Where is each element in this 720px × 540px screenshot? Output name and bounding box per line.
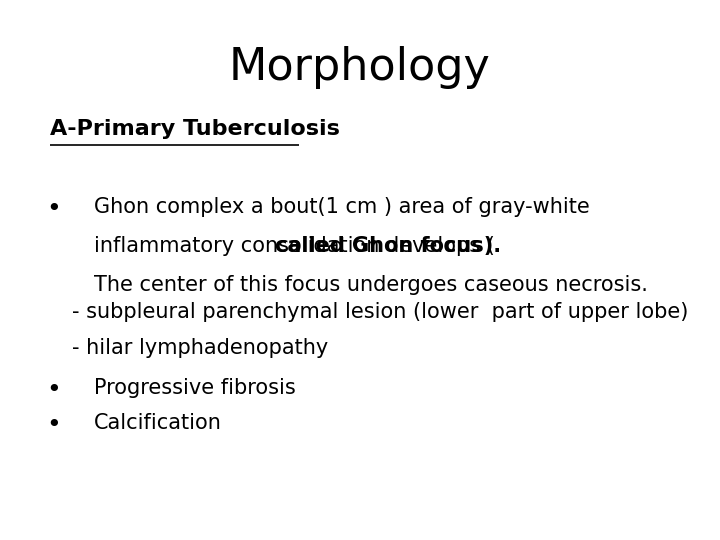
Text: - hilar lymphadenopathy: - hilar lymphadenopathy [72,338,328,357]
Text: - subpleural parenchymal lesion (lower  part of upper lobe): - subpleural parenchymal lesion (lower p… [72,302,688,322]
Text: :: : [299,119,313,139]
Text: •: • [47,197,61,221]
Text: Calcification: Calcification [94,413,222,433]
Text: Progressive fibrosis: Progressive fibrosis [94,378,295,398]
Text: Ghon complex a bout(1 cm ) area of gray-white: Ghon complex a bout(1 cm ) area of gray-… [94,197,590,217]
Text: A-Primary Tuberculosis: A-Primary Tuberculosis [50,119,341,139]
Text: Morphology: Morphology [229,46,491,89]
Text: called Ghon focus).: called Ghon focus). [275,236,501,256]
Text: inflammatory consolidation develops (: inflammatory consolidation develops ( [94,236,495,256]
Text: The center of this focus undergoes caseous necrosis.: The center of this focus undergoes caseo… [94,275,647,295]
Text: •: • [47,413,61,437]
Text: •: • [47,378,61,402]
